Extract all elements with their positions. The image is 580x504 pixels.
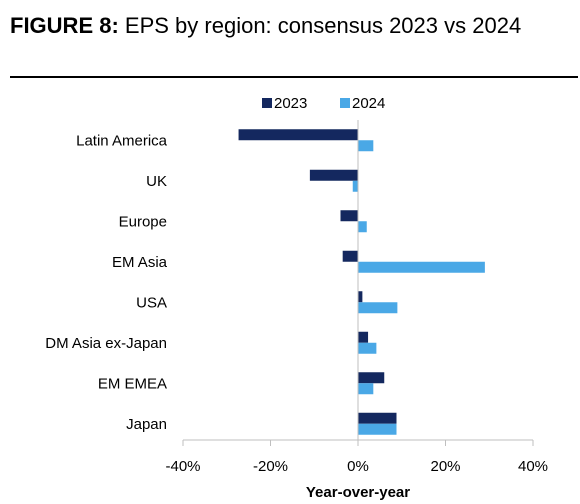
bar-2024-japan — [358, 423, 397, 435]
figure-label: FIGURE 8: — [10, 13, 119, 38]
bar-2023-japan — [358, 412, 397, 424]
x-tick-label: -20% — [253, 458, 288, 475]
bar-2023-usa — [358, 291, 363, 303]
bar-2023-latin-america — [238, 129, 358, 141]
bar-2023-europe — [340, 210, 358, 222]
category-label-dm-asia-ex-japan: DM Asia ex-Japan — [45, 335, 167, 352]
bar-2023-em-emea — [358, 372, 385, 384]
bar-2024-em-asia — [358, 261, 485, 273]
category-label-latin-america: Latin America — [76, 132, 168, 149]
legend-label-2024: 2024 — [352, 95, 385, 112]
title-rule — [10, 76, 578, 78]
category-label-japan: Japan — [126, 416, 167, 433]
x-tick-label: 0% — [347, 458, 369, 475]
legend-swatch-2024 — [340, 98, 350, 108]
bar-2023-em-asia — [342, 250, 358, 262]
figure-title-text: EPS by region: consensus 2023 vs 2024 — [124, 13, 522, 38]
category-label-usa: USA — [136, 294, 167, 311]
category-label-europe: Europe — [119, 213, 167, 230]
category-label-uk: UK — [146, 173, 167, 190]
bar-2024-uk — [352, 180, 358, 192]
bar-2024-usa — [358, 302, 398, 314]
x-tick-label: 40% — [518, 458, 548, 475]
legend-swatch-2023 — [262, 98, 272, 108]
bar-2023-dm-asia-ex-japan — [358, 331, 369, 343]
chart-legend: 2023 2024 — [262, 95, 385, 112]
bar-2023-uk — [309, 169, 358, 181]
bar-2024-dm-asia-ex-japan — [358, 342, 377, 354]
bars — [238, 129, 485, 435]
bar-2024-latin-america — [358, 140, 374, 152]
legend-label-2023: 2023 — [274, 95, 307, 112]
bar-2024-em-emea — [358, 383, 374, 395]
x-axis-label: Year-over-year — [306, 484, 410, 501]
x-tick-label: 20% — [430, 458, 460, 475]
category-label-em-asia: EM Asia — [112, 254, 168, 271]
category-label-em-emea: EM EMEA — [98, 375, 167, 392]
x-axis: -40% -20% 0% 20% 40% — [165, 120, 548, 475]
category-labels: Latin America UK Europe EM Asia USA DM Asia e… — [45, 132, 167, 433]
figure-title: FIGURE 8: EPS by region: consensus 2023 … — [10, 12, 521, 40]
bar-2024-europe — [358, 221, 367, 233]
x-tick-label: -40% — [165, 458, 200, 475]
